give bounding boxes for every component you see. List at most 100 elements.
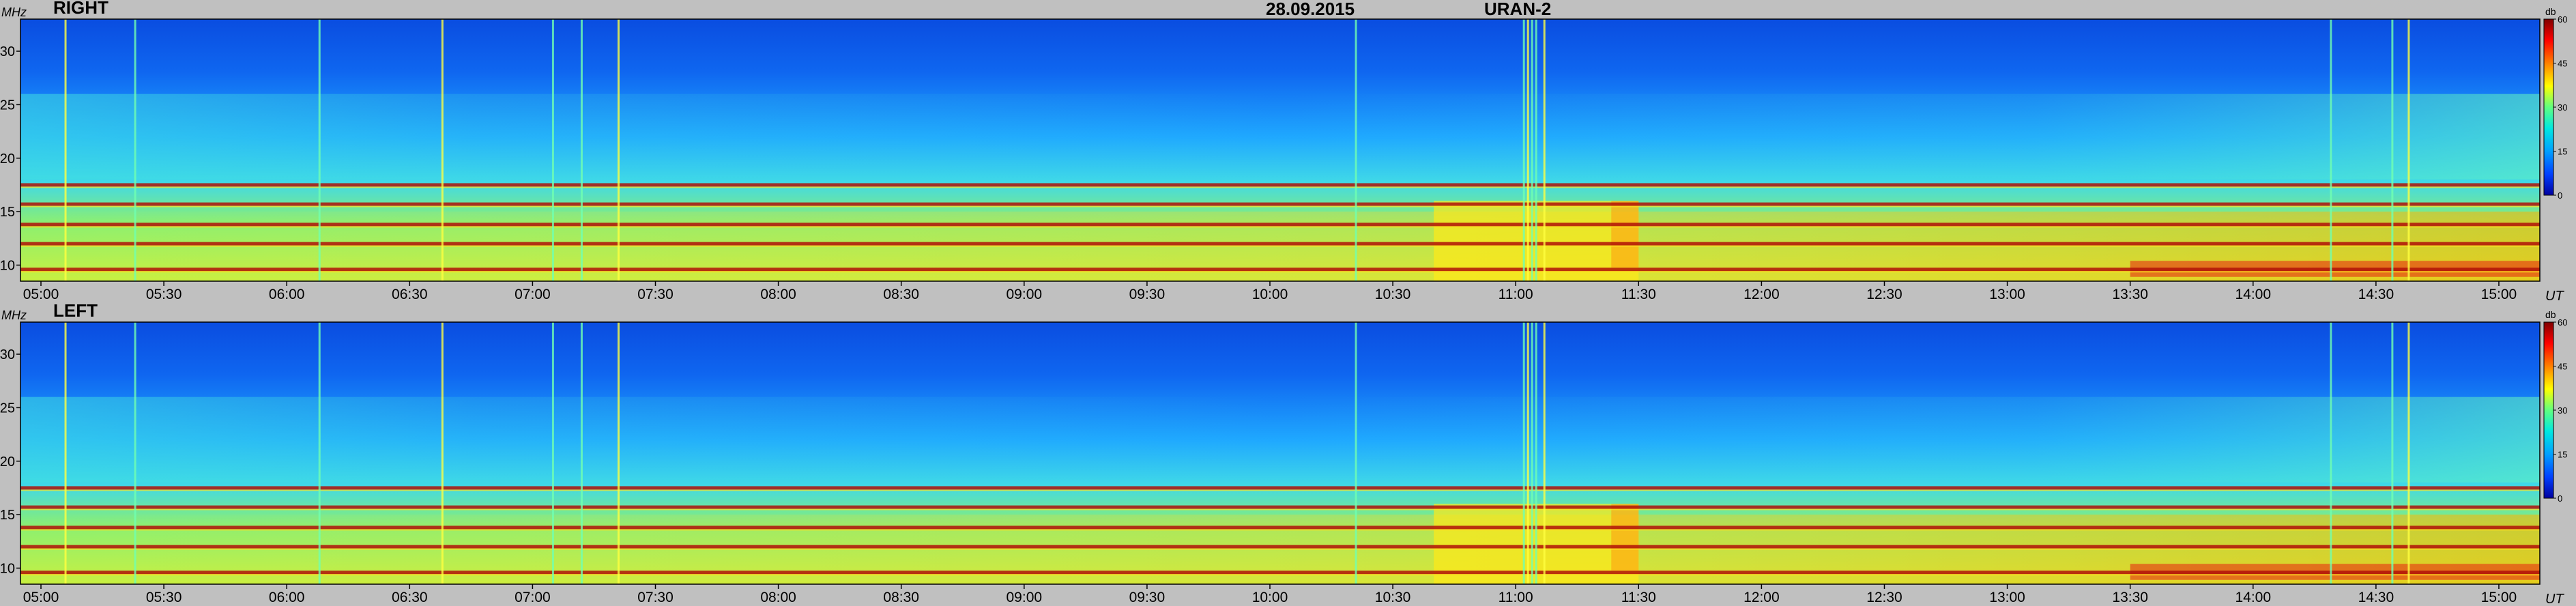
colorbar-label: db [2545, 309, 2556, 320]
x-tick-label: 15:00 [2481, 287, 2517, 302]
colorbar-tick-label: 30 [2558, 102, 2567, 113]
colorbar-label: db [2545, 6, 2556, 17]
x-tick-label: 07:00 [515, 590, 551, 605]
x-tick-label: 10:00 [1252, 287, 1288, 302]
x-tick-label: 06:00 [269, 590, 305, 605]
x-tick-label: 08:30 [883, 590, 919, 605]
x-tick-label: 05:00 [23, 287, 59, 302]
vertical-burst [1522, 322, 1525, 584]
vertical-burst [1543, 322, 1546, 584]
x-tick-label: 10:00 [1252, 590, 1288, 605]
x-tick-label: 05:30 [146, 590, 182, 605]
x-tick-label: 14:30 [2358, 287, 2394, 302]
y-tick-label: 30 [0, 347, 15, 362]
vertical-burst [551, 19, 554, 281]
interference-band-edge [20, 205, 2540, 207]
vertical-burst [318, 322, 321, 584]
interference-band [20, 202, 2540, 206]
x-tick-label: 15:00 [2481, 590, 2517, 605]
interference-band-edge [20, 529, 2540, 531]
x-tick-label: 13:00 [1989, 590, 2025, 605]
plot-frame [20, 18, 2541, 282]
vertical-burst [1535, 19, 1537, 281]
x-tick-label: 06:30 [392, 287, 428, 302]
interference-band-edge [20, 245, 2540, 247]
x-tick-label: 13:00 [1989, 287, 2025, 302]
y-tick-label: 10 [0, 258, 15, 273]
x-tick-label: 07:30 [637, 287, 674, 302]
colorbar-tick-label: 0 [2558, 190, 2562, 201]
vertical-burst [64, 322, 67, 584]
vertical-burst [1531, 19, 1533, 281]
x-axis-label: UT [2545, 289, 2564, 304]
colorbar-tick-label: 15 [2558, 450, 2567, 460]
vertical-burst [1526, 322, 1529, 584]
x-tick-label: 12:30 [1866, 590, 1902, 605]
interference-band [20, 183, 2540, 187]
x-tick-label: 12:00 [1743, 590, 1780, 605]
y-tick-label: 15 [0, 205, 15, 220]
figure-instrument: URAN-2 [1484, 0, 1551, 19]
x-tick-label: 12:30 [1866, 287, 1902, 302]
interference-band-edge [20, 489, 2540, 491]
vertical-burst [318, 19, 321, 281]
interference-band [20, 268, 2540, 272]
vertical-burst [441, 19, 444, 281]
interference-band [20, 242, 2540, 246]
interference-band [20, 545, 2540, 549]
colorbar-tick-label: 15 [2558, 147, 2567, 157]
x-tick-label: 12:00 [1743, 287, 1780, 302]
y-tick-label: 20 [0, 454, 15, 470]
y-tick-label: 10 [0, 561, 15, 576]
x-tick-label: 14:30 [2358, 590, 2394, 605]
x-tick-label: 08:00 [760, 287, 796, 302]
x-tick-label: 09:30 [1129, 590, 1166, 605]
y-tick-label: 20 [0, 152, 15, 167]
colorbar-tick-label: 45 [2558, 59, 2567, 69]
vertical-burst [1355, 322, 1357, 584]
x-tick-label: 08:00 [760, 590, 796, 605]
interference-band [20, 222, 2540, 227]
x-tick-label: 08:30 [883, 287, 919, 302]
interference-band [20, 486, 2540, 490]
y-tick-label: 30 [0, 44, 15, 59]
interference-band-edge [20, 226, 2540, 228]
x-tick-label: 10:30 [1375, 590, 1411, 605]
interference-band-edge [20, 574, 2540, 576]
x-tick-label: 14:00 [2235, 590, 2271, 605]
vertical-burst [580, 322, 583, 584]
interference-band-edge [20, 271, 2540, 273]
vertical-burst [2407, 322, 2410, 584]
x-tick-label: 06:30 [392, 590, 428, 605]
x-tick-label: 09:00 [1007, 287, 1043, 302]
vertical-burst [64, 19, 67, 281]
x-tick-label: 11:30 [1621, 287, 1656, 302]
interference-band [20, 571, 2540, 575]
vertical-burst [1526, 19, 1529, 281]
x-tick-label: 10:30 [1375, 287, 1411, 302]
interference-band-edge [20, 548, 2540, 550]
x-tick-label: 09:00 [1007, 590, 1043, 605]
vertical-burst [617, 19, 620, 281]
enhanced-region-edge [1611, 201, 1639, 268]
x-tick-label: 09:30 [1129, 287, 1166, 302]
y-tick-label: 25 [0, 401, 15, 416]
x-tick-label: 06:00 [269, 287, 305, 302]
vertical-burst [1543, 19, 1546, 281]
x-tick-label: 11:00 [1499, 287, 1533, 302]
x-tick-label: 13:30 [2112, 287, 2148, 302]
y-tick-label: 15 [0, 508, 15, 523]
x-tick-label: 13:30 [2112, 590, 2148, 605]
colorbar-tick-label: 30 [2558, 405, 2567, 416]
colorbar-tick-label: 0 [2558, 493, 2562, 504]
y-axis-label: MHz [1, 5, 27, 19]
y-tick-label: 25 [0, 98, 15, 113]
vertical-burst [551, 322, 554, 584]
x-tick-label: 05:30 [146, 287, 182, 302]
x-tick-label: 11:30 [1621, 590, 1656, 605]
colorbar-tick-label: 45 [2558, 362, 2567, 372]
x-tick-label: 07:00 [515, 287, 551, 302]
